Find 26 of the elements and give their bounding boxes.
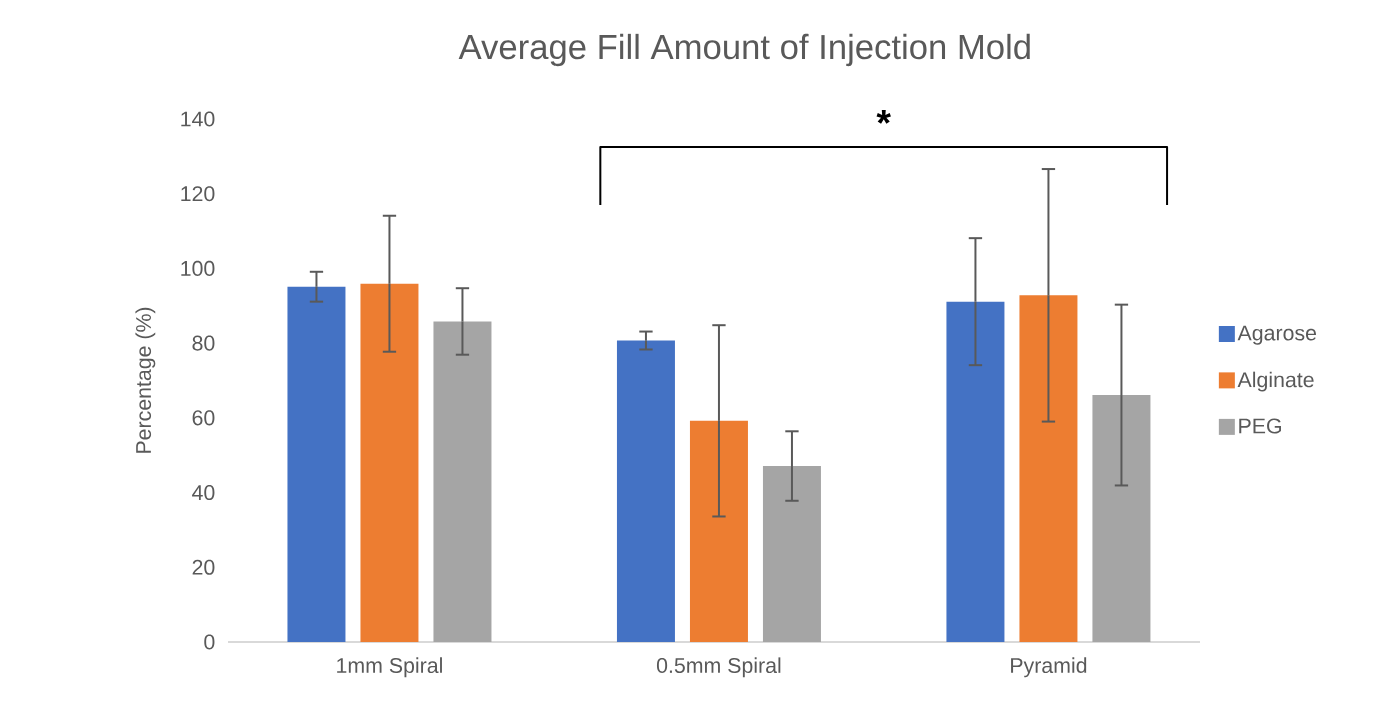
annotation: * xyxy=(876,109,891,124)
y-tick-label: 80 xyxy=(192,335,215,351)
legend-label: Alginate xyxy=(1237,371,1314,392)
legend-label: PEG xyxy=(1239,418,1281,434)
bar xyxy=(360,283,419,642)
x-tick-label: 0.5mm Spiral xyxy=(656,657,781,678)
bar xyxy=(689,420,748,642)
bar xyxy=(762,466,821,642)
y-tick-label: 100 xyxy=(181,260,215,276)
legend-label: Agarose xyxy=(1237,325,1317,345)
y-axis-title: Percentage (%) xyxy=(135,307,156,453)
y-tick-label: 140 xyxy=(181,111,215,127)
bar xyxy=(946,301,1005,642)
y-tick-label: 60 xyxy=(192,410,215,426)
bar xyxy=(1092,395,1151,642)
y-tick-label: 20 xyxy=(192,559,215,575)
bar xyxy=(1019,295,1078,642)
bar xyxy=(616,340,675,642)
x-tick-label: 1mm Spiral xyxy=(337,657,442,678)
y-tick-label: 0 xyxy=(204,634,215,650)
chart-title: Average Fill Amount of Injection Mold xyxy=(458,33,1030,67)
bar xyxy=(433,321,492,642)
bar xyxy=(287,286,346,642)
x-tick-label: Pyramid xyxy=(1011,657,1087,678)
y-tick-label: 120 xyxy=(181,186,215,202)
y-tick-label: 40 xyxy=(192,485,215,501)
